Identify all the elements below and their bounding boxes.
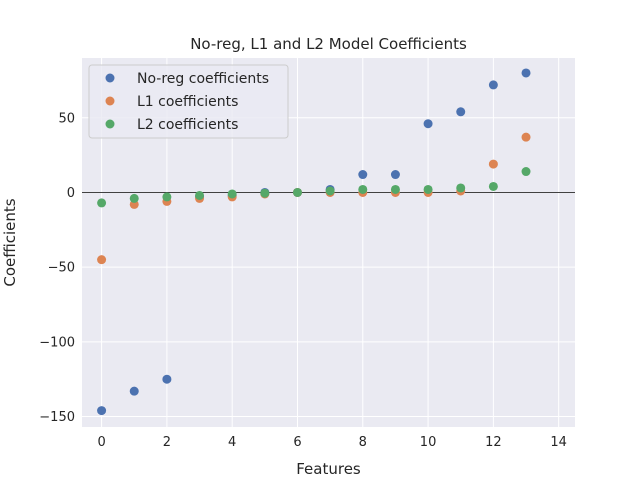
chart-title: No-reg, L1 and L2 Model Coefficients xyxy=(190,35,467,53)
x-tick-label: 12 xyxy=(485,435,502,450)
point-l2-10 xyxy=(423,184,433,194)
y-tick-label: −100 xyxy=(39,335,75,350)
point-l2-8 xyxy=(358,184,368,194)
point-no-reg-13 xyxy=(521,68,531,78)
x-tick-labels: 0 2 4 6 8 10 12 14 xyxy=(97,435,567,450)
point-l2-1 xyxy=(129,193,139,203)
point-l2-3 xyxy=(195,190,205,200)
legend-label-no-reg: No-reg coefficients xyxy=(137,71,269,87)
point-no-reg-9 xyxy=(390,170,400,180)
y-tick-label: 50 xyxy=(58,111,75,126)
legend-marker-no-reg xyxy=(105,73,115,83)
y-tick-label: −50 xyxy=(48,261,75,276)
point-l2-12 xyxy=(488,181,498,191)
x-tick-label: 10 xyxy=(420,435,437,450)
point-l2-11 xyxy=(456,183,466,193)
legend-box xyxy=(88,64,289,139)
point-no-reg-0 xyxy=(97,406,107,416)
legend-marker-l2 xyxy=(105,119,115,129)
point-l1-0 xyxy=(97,255,107,265)
legend: No-reg coefficients L1 coefficients L2 c… xyxy=(88,64,289,139)
point-no-reg-10 xyxy=(423,119,433,129)
point-l2-4 xyxy=(227,189,237,199)
point-l2-7 xyxy=(325,186,335,196)
point-l2-9 xyxy=(390,184,400,194)
data-points xyxy=(97,68,531,416)
point-no-reg-11 xyxy=(456,107,466,117)
point-no-reg-12 xyxy=(488,80,498,90)
x-tick-label: 6 xyxy=(293,435,301,450)
point-l2-2 xyxy=(162,192,172,202)
y-axis-label: Coefficients xyxy=(1,198,19,286)
legend-label-l1: L1 coefficients xyxy=(137,94,238,110)
point-l2-0 xyxy=(97,198,107,208)
y-tick-label: −150 xyxy=(39,410,75,425)
x-tick-label: 0 xyxy=(97,435,105,450)
point-l2-13 xyxy=(521,167,531,177)
point-no-reg-1 xyxy=(129,386,139,396)
y-tick-label: 0 xyxy=(67,186,75,201)
point-l1-13 xyxy=(521,132,531,142)
x-tick-label: 8 xyxy=(359,435,367,450)
point-l1-12 xyxy=(488,159,498,169)
x-tick-label: 4 xyxy=(228,435,236,450)
legend-marker-l1 xyxy=(105,96,115,106)
point-l2-6 xyxy=(292,187,302,197)
point-no-reg-8 xyxy=(358,170,368,180)
point-l2-5 xyxy=(260,188,270,198)
x-tick-label: 14 xyxy=(550,435,567,450)
legend-label-l2: L2 coefficients xyxy=(137,117,238,133)
x-tick-label: 2 xyxy=(163,435,171,450)
y-tick-labels: 50 0 −50 −100 −150 xyxy=(39,111,75,425)
point-no-reg-2 xyxy=(162,374,172,384)
x-axis-label: Features xyxy=(296,460,361,478)
